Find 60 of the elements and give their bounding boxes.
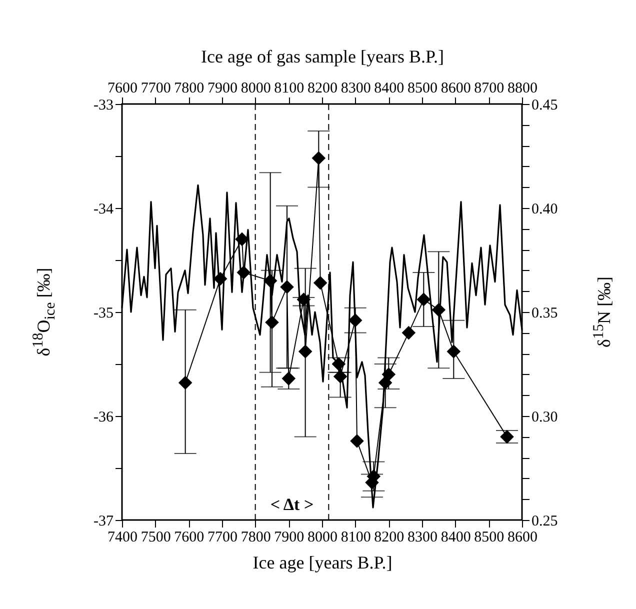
- x2-tick-label: 8500: [408, 80, 438, 96]
- x-tick-label: 7900: [274, 530, 304, 546]
- y-tick-label: -36: [94, 410, 114, 426]
- point: [312, 151, 326, 165]
- point: [402, 326, 416, 340]
- y2-tick-label: 0.40: [532, 202, 558, 218]
- x2-tick-label: 8200: [308, 80, 338, 96]
- point: [236, 266, 251, 280]
- x-tick-label: 7400: [108, 530, 138, 546]
- x-tick-label: 8100: [340, 530, 371, 546]
- y2-tick-label: 0.30: [532, 410, 558, 426]
- x2-tick-label: 7900: [208, 80, 238, 96]
- x-tick-label: 7700: [208, 530, 238, 546]
- point: [296, 292, 311, 306]
- point: [416, 292, 431, 306]
- x-tick-label: 8200: [374, 530, 404, 546]
- x2-tick-label: 8700: [474, 80, 504, 96]
- x2-tick-label: 8000: [240, 80, 271, 96]
- x2-tick-label: 8600: [440, 80, 471, 96]
- x2-axis-title: Ice age of gas sample [years B.P.]: [201, 46, 444, 66]
- x-tick-label: 8000: [308, 530, 338, 546]
- x-tick-label: 8600: [508, 530, 538, 546]
- x-tick-label: 8400: [440, 530, 471, 546]
- x-tick-label: 7800: [240, 530, 271, 546]
- point: [432, 303, 446, 317]
- y2-tick-label: 0.35: [532, 306, 558, 322]
- x2-tick-label: 8400: [374, 80, 404, 96]
- x2-tick-label: 8300: [340, 80, 371, 96]
- point: [382, 368, 396, 382]
- point: [348, 313, 362, 328]
- x2-tick-label: 7600: [108, 80, 138, 96]
- x-tick-label: 8300: [408, 530, 438, 546]
- point: [500, 430, 514, 444]
- point: [313, 276, 328, 290]
- x2-tick-label: 7800: [174, 80, 204, 96]
- y-tick-label: -34: [94, 202, 114, 218]
- y2-tick-label: 0.25: [532, 514, 558, 530]
- y-tick-label: -37: [94, 514, 114, 530]
- point: [350, 434, 364, 448]
- point: [280, 280, 294, 294]
- x-axis-title: Ice age [years B.P.]: [252, 552, 392, 572]
- x-tick-label: 7500: [140, 530, 171, 546]
- point: [213, 272, 228, 286]
- x2-tick-label: 7700: [140, 80, 171, 96]
- point: [263, 274, 278, 288]
- point: [446, 344, 461, 358]
- point: [265, 316, 279, 330]
- point: [333, 370, 348, 384]
- point: [178, 376, 192, 390]
- y-tick-label: -35: [94, 306, 114, 322]
- x2-tick-label: 8800: [508, 80, 538, 96]
- point: [235, 232, 249, 246]
- x-tick-label: 7600: [174, 530, 204, 546]
- y2-tick-label: 0.45: [532, 98, 558, 114]
- x-tick-label: 8500: [474, 530, 504, 546]
- point: [282, 372, 296, 386]
- y-tick-label: -33: [94, 98, 114, 114]
- x2-tick-label: 8100: [274, 80, 304, 96]
- annotation: < Δt >: [270, 495, 314, 514]
- point: [298, 344, 312, 358]
